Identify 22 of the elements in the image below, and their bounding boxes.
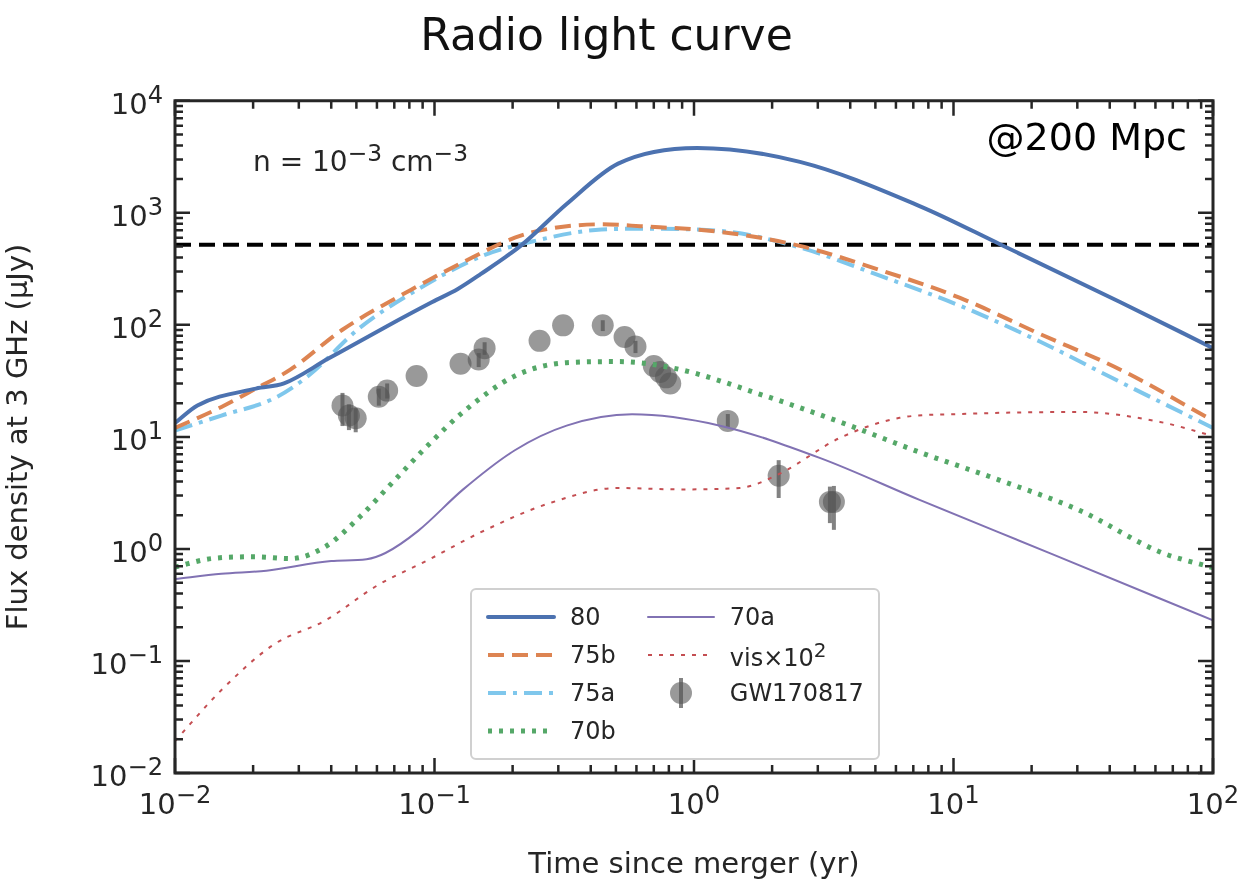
y-tick-label: 10$^{−1}$ (90, 641, 163, 681)
y-tick-label: 10$^{1}$ (110, 417, 163, 457)
y-tick-label: 10$^{4}$ (110, 80, 163, 121)
legend-label: 80 (570, 603, 601, 631)
annotation: @200 Mpc (986, 114, 1187, 159)
legend-label: 75b (570, 641, 616, 669)
x-axis-title: Time since merger (yr) (527, 846, 860, 881)
y-tick-label: 10$^{0}$ (110, 529, 163, 569)
y-tick-label: 10$^{2}$ (110, 305, 163, 345)
x-tick-label: 10$^{1}$ (927, 781, 980, 821)
x-tick-label: 10$^{−1}$ (398, 781, 471, 821)
x-tick-label: 10$^{2}$ (1186, 781, 1240, 821)
annotation: n = 10$^{−3}$ cm$^{−3}$ (253, 138, 468, 179)
y-axis-title: Flux density at 3 GHz (μJy) (0, 243, 34, 631)
legend-label: GW170817 (729, 679, 864, 707)
legend-label: 75a (570, 679, 616, 707)
legend-label: 70a (729, 603, 776, 631)
y-tick-label: 10$^{3}$ (110, 193, 163, 233)
legend-label: vis×10$^{2}$ (729, 638, 827, 672)
legend-label: 70b (570, 717, 616, 745)
chart-title: Radio light curve (420, 8, 793, 60)
x-tick-label: 10$^{0}$ (667, 781, 721, 821)
